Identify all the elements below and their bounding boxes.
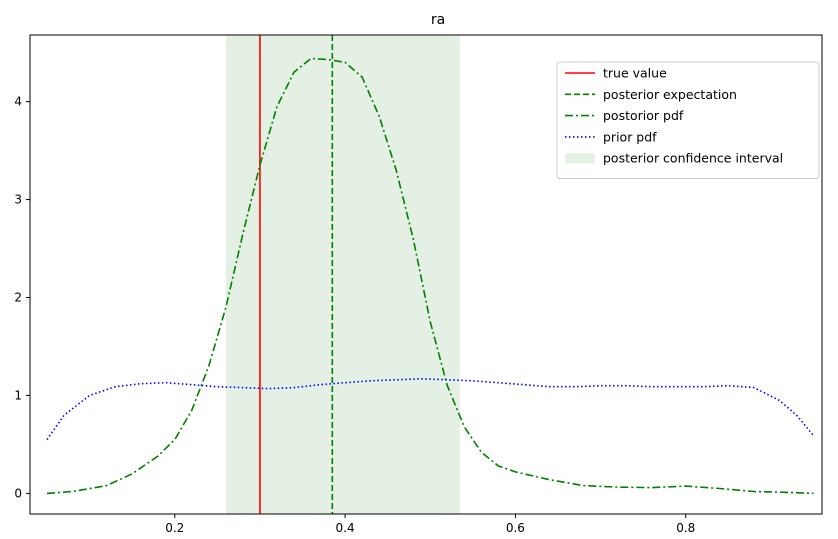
legend-swatch-posterior-confidence-interval bbox=[565, 153, 595, 164]
legend-label-postorior-pdf: postorior pdf bbox=[603, 108, 684, 123]
legend-label-posterior-expectation: posterior expectation bbox=[603, 87, 737, 102]
x-tick-label: 0.4 bbox=[336, 521, 355, 535]
axes: 0.2 0.4 0.6 0.8 0 1 2 3 4 bbox=[14, 34, 823, 535]
confidence-interval-band bbox=[225, 35, 461, 514]
postorior-pdf-line bbox=[46, 57, 814, 495]
x-tick-label: 0.2 bbox=[165, 521, 184, 535]
plot-content bbox=[46, 35, 815, 514]
axes-frame bbox=[29, 34, 823, 515]
legend-label-posterior-confidence-interval: posterior confidence interval bbox=[603, 151, 783, 166]
x-tick-label: 0.8 bbox=[676, 521, 695, 535]
y-tick-label: 1 bbox=[14, 388, 22, 402]
x-tick-label: 0.6 bbox=[506, 521, 525, 535]
y-tick-label: 0 bbox=[14, 486, 22, 500]
plot-area bbox=[46, 35, 815, 514]
legend-label-true-value: true value bbox=[603, 66, 667, 81]
legend: true value posterior expectation postorior… bbox=[556, 61, 820, 179]
y-tick-label: 3 bbox=[14, 193, 22, 207]
legend-label-prior-pdf: prior pdf bbox=[603, 129, 657, 144]
chart-title: ra bbox=[431, 12, 445, 28]
legend-box bbox=[556, 61, 820, 179]
y-tick-label: 2 bbox=[14, 291, 22, 305]
y-tick-label: 4 bbox=[14, 95, 22, 109]
prior-pdf-line bbox=[46, 377, 815, 441]
